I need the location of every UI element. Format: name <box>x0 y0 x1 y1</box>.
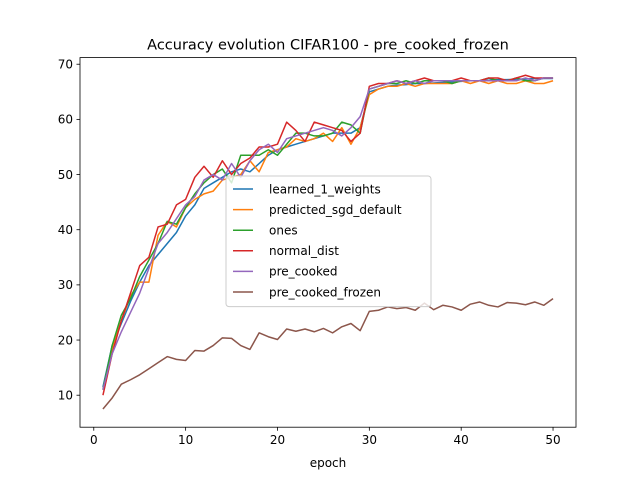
y-tick-label: 60 <box>58 113 73 127</box>
chart-title: Accuracy evolution CIFAR100 - pre_cooked… <box>147 38 509 54</box>
legend: learned_1_weights predicted_sgd_defaulton… <box>225 175 432 308</box>
x-tick-label: 40 <box>454 433 469 447</box>
x-tick-label: 0 <box>90 433 98 447</box>
legend-box <box>225 175 432 308</box>
legend-label: pre_cooked <box>269 265 337 279</box>
x-tick-label: 10 <box>178 433 193 447</box>
y-tick-label: 10 <box>58 389 73 403</box>
legend-label: predicted_sgd_default <box>269 203 402 217</box>
y-axis-ticks: 10 20 30 40 50 60 70 <box>58 58 80 403</box>
y-tick-label: 50 <box>58 168 73 182</box>
x-axis-ticks: 0 10 20 30 40 50 <box>90 427 561 447</box>
legend-label: learned_1_weights <box>269 182 381 196</box>
series-line-pre-cooked <box>102 77 554 390</box>
y-tick-label: 40 <box>58 223 73 237</box>
x-tick-label: 30 <box>362 433 377 447</box>
legend-label: normal_dist <box>269 244 339 258</box>
x-tick-label: 20 <box>270 433 285 447</box>
y-tick-label: 70 <box>58 58 73 72</box>
plot-frame <box>79 57 577 428</box>
series-line-pre-cooked-frozen <box>102 298 554 410</box>
x-tick-label: 50 <box>545 433 560 447</box>
y-tick-label: 30 <box>58 278 73 292</box>
x-axis-label: epoch <box>310 456 347 470</box>
series-lines <box>102 74 554 410</box>
y-tick-label: 20 <box>58 333 73 347</box>
legend-label: ones <box>269 224 298 238</box>
legend-label: pre_cooked_frozen <box>269 285 381 299</box>
